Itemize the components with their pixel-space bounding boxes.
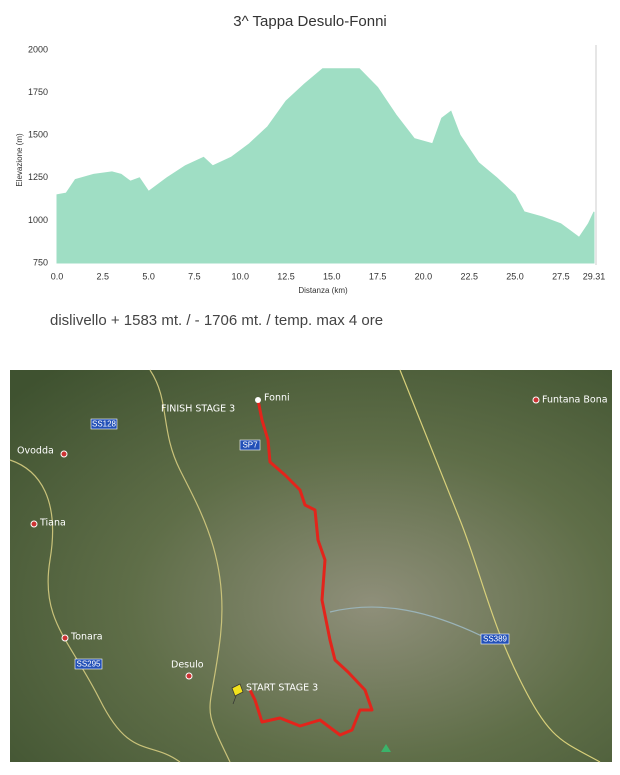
map-label: Funtana Bona (542, 395, 608, 406)
x-tick-label: 10.0 (231, 271, 249, 281)
pin (60, 450, 68, 458)
map-label: SS389 (483, 635, 508, 644)
y-axis-label: Elevazione (m) (15, 133, 24, 187)
map-label: Fonni (264, 393, 290, 404)
map-label: Tonara (70, 632, 103, 643)
x-tick-label: 29.31 (583, 271, 606, 281)
shield (74, 658, 103, 670)
y-tick-label: 1500 (28, 130, 48, 140)
map-label: SS128 (92, 420, 117, 429)
x-tick-label: 5.0 (142, 271, 155, 281)
road (329, 606, 491, 641)
pin (255, 397, 261, 403)
map-label: START STAGE 3 (246, 683, 318, 694)
x-tick-label: 7.5 (188, 271, 201, 281)
x-tick-label: 12.5 (277, 271, 295, 281)
x-tick-label: 27.5 (552, 271, 570, 281)
x-tick-label: 2.5 (97, 271, 110, 281)
y-tick-label: 1000 (28, 215, 48, 225)
map-label: Tiana (39, 518, 66, 529)
x-tick-label: 0.0 (51, 271, 64, 281)
x-tick-label: 15.0 (323, 271, 341, 281)
pin (61, 634, 69, 642)
subtitle: dislivello + 1583 mt. / - 1706 mt. / tem… (50, 312, 383, 329)
pin (532, 396, 540, 404)
pin (185, 672, 193, 680)
road (149, 369, 231, 763)
chart-title: 3^ Tappa Desulo-Fonni (233, 13, 387, 30)
shield (90, 418, 118, 430)
pin (30, 520, 38, 528)
x-tick-label: 20.0 (415, 271, 433, 281)
map-label: FINISH STAGE 3 (161, 404, 235, 415)
y-tick-label: 1750 (28, 87, 48, 97)
y-tick-label: 2000 (28, 44, 48, 54)
x-axis-label: Distanza (km) (298, 286, 348, 295)
map: Fonni FINISH STAGE 3 SS128 Ovodda SP7 Ti… (9, 369, 612, 763)
elevation-area (56, 68, 595, 264)
map-label: SS295 (76, 660, 101, 669)
map-background (10, 370, 612, 762)
y-tick-label: 750 (33, 257, 48, 267)
icon (381, 744, 391, 752)
road (9, 459, 181, 763)
y-tick-label: 1250 (28, 172, 48, 182)
map-label: SP7 (242, 441, 258, 450)
shield (239, 439, 261, 451)
shield (480, 633, 510, 645)
start-pin (231, 683, 244, 705)
road (399, 369, 601, 763)
x-tick-label: 25.0 (506, 271, 524, 281)
map-label: Desulo (171, 660, 204, 671)
x-tick-label: 17.5 (369, 271, 387, 281)
map-label: Ovodda (17, 446, 54, 457)
x-tick-label: 22.5 (460, 271, 478, 281)
route (248, 399, 374, 737)
